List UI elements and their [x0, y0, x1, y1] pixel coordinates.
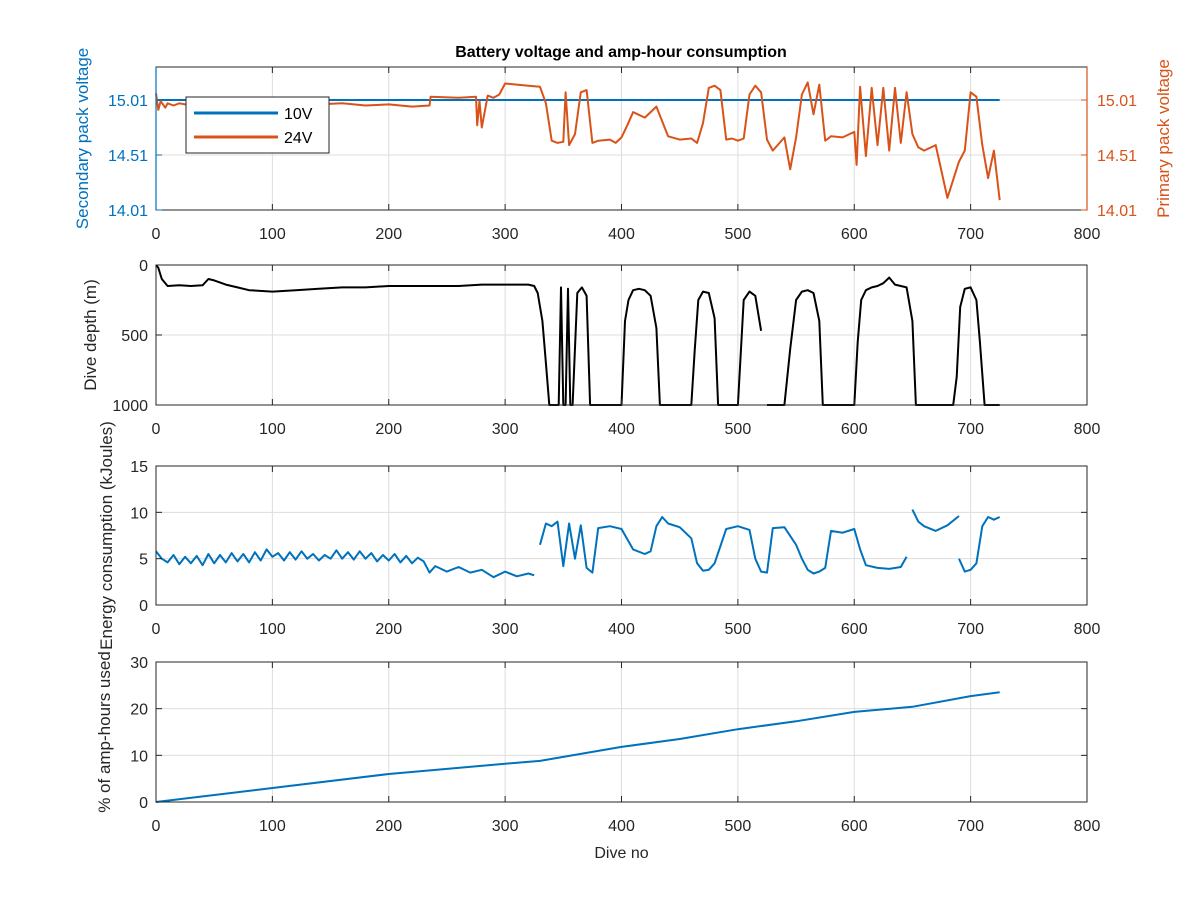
voltage-ytick-left-label: 14.01 [108, 203, 148, 220]
amphours-xtick-label: 400 [608, 818, 635, 835]
voltage-xtick-label: 400 [608, 226, 635, 243]
axes-container: 0 100 200 300 400 500 600 700 80014.0114.5115.01… [73, 48, 1173, 862]
energy-xtick-label: 800 [1074, 621, 1101, 638]
voltage-xtick-label: 500 [725, 226, 752, 243]
amphours-xtick-label: 200 [375, 818, 402, 835]
amphours-axes: 0 100 200 300 400 500 600 700 800 0 10 20 30 % of amp… [95, 651, 1100, 862]
amphours-xtick-label: 600 [841, 818, 868, 835]
amphours-series-0-line [155, 691, 1000, 803]
legend-box [185, 96, 330, 154]
voltage-ytick-right-label: 14.01 [1097, 203, 1137, 220]
energy-series-2-line [911, 509, 960, 532]
legend-label-10v: 10V [284, 106, 313, 123]
energy-xtick-label: 300 [492, 621, 519, 638]
figure-title: Battery voltage and amp-hour consumption [455, 44, 787, 61]
depth-xtick-label: 500 [725, 421, 752, 438]
voltage-axes: 0 100 200 300 400 500 600 700 800 14.01 14.51 15.01… [73, 48, 1173, 243]
amphours-ytick-label: 0 [139, 795, 148, 812]
amphours-xtick-label: 0 [152, 818, 161, 835]
energy-ytick-label: 15 [130, 459, 148, 476]
energy-series-1-line [539, 516, 908, 575]
energy-xtick-label: 600 [841, 621, 868, 638]
voltage-xtick-label: 700 [957, 226, 984, 243]
amphours-ytick-label: 20 [130, 702, 148, 719]
voltage-ytick-right-label: 14.51 [1097, 148, 1137, 165]
depth-axes: 0 100 200 300 400 500 600 700 800 0 500 1000 Dive de… [81, 258, 1100, 438]
energy-ytick-label: 10 [130, 505, 148, 522]
energy-xtick-label: 700 [957, 621, 984, 638]
energy-xtick-label: 0 [152, 621, 161, 638]
energy-series-3-line [958, 516, 1001, 573]
voltage-ylabel-right: Primary pack voltage [1154, 59, 1173, 218]
depth-xtick-label: 700 [957, 421, 984, 438]
voltage-ylabel-left: Secondary pack voltage [73, 48, 92, 229]
depth-xtick-label: 400 [608, 421, 635, 438]
depth-xtick-label: 200 [375, 421, 402, 438]
energy-ytick-label: 0 [139, 598, 148, 615]
depth-xtick-label: 300 [492, 421, 519, 438]
energy-xtick-label: 400 [608, 621, 635, 638]
depth-xtick-label: 600 [841, 421, 868, 438]
energy-xtick-label: 200 [375, 621, 402, 638]
depth-ytick-label: 500 [121, 328, 148, 345]
depth-xtick-label: 100 [259, 421, 286, 438]
legend-label-24v: 24V [284, 130, 313, 147]
amphours-ytick-label: 10 [130, 748, 148, 765]
amphours-ytick-label: 30 [130, 655, 148, 672]
amphours-xtick-label: 800 [1074, 818, 1101, 835]
energy-ytick-label: 5 [139, 552, 148, 569]
voltage-ytick-left-label: 15.01 [108, 93, 148, 110]
voltage-xtick-label: 100 [259, 226, 286, 243]
amphours-ylabel: % of amp-hours used [95, 651, 114, 813]
depth-ytick-label: 0 [139, 258, 148, 275]
depth-series-1-line [767, 276, 1000, 406]
energy-series-0-line [155, 548, 535, 579]
energy-xtick-label: 500 [725, 621, 752, 638]
voltage-ytick-left-label: 14.51 [108, 148, 148, 165]
voltage-xtick-label: 0 [152, 226, 161, 243]
amphours-xtick-label: 700 [957, 818, 984, 835]
amphours-xtick-label: 100 [259, 818, 286, 835]
amphours-xtick-label: 500 [725, 818, 752, 835]
voltage-xtick-label: 200 [375, 226, 402, 243]
depth-series-0-line [155, 264, 763, 406]
depth-ylabel: Dive depth (m) [81, 279, 100, 390]
voltage-ytick-right-label: 15.01 [1097, 93, 1137, 110]
voltage-xtick-label: 600 [841, 226, 868, 243]
depth-xtick-label: 800 [1074, 421, 1101, 438]
voltage-xtick-label: 800 [1074, 226, 1101, 243]
voltage-xtick-label: 300 [492, 226, 519, 243]
energy-ylabel: Energy consumption (kJoules) [97, 421, 116, 650]
depth-xtick-label: 0 [152, 421, 161, 438]
energy-axes: 0 100 200 300 400 500 600 700 800 0 5 10 15 Energy co… [97, 421, 1100, 650]
amphours-xtick-label: 300 [492, 818, 519, 835]
depth-ytick-label: 1000 [112, 398, 148, 415]
amphours-xlabel: Dive no [594, 845, 648, 862]
voltage-series-24v-line [155, 81, 1001, 201]
energy-xtick-label: 100 [259, 621, 286, 638]
